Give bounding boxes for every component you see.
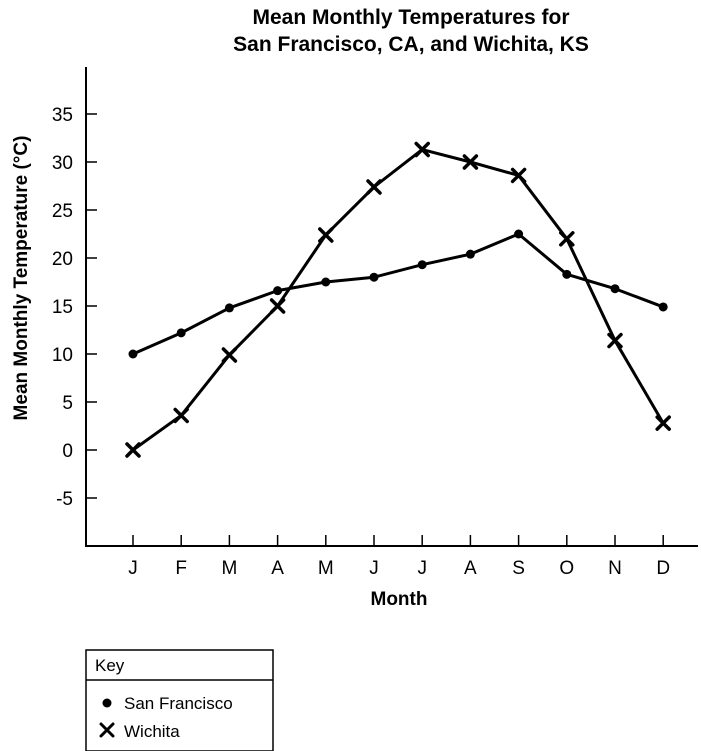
x-tick-label: J xyxy=(128,558,138,579)
x-tick-label: J xyxy=(369,558,379,579)
data-point-san-francisco xyxy=(658,302,668,312)
series-layer xyxy=(125,141,671,458)
series-wichita xyxy=(125,141,671,458)
data-point-wichita xyxy=(125,442,141,458)
x-tick-label: J xyxy=(417,558,427,579)
legend-entry-wichita: Wichita xyxy=(124,722,180,741)
y-tick-label: 25 xyxy=(52,201,73,222)
data-point-wichita xyxy=(173,407,189,424)
data-point-san-francisco xyxy=(562,269,572,279)
data-point-san-francisco xyxy=(128,349,138,359)
data-point-wichita xyxy=(510,167,527,184)
legend: Key San Francisco Wichita xyxy=(85,649,274,751)
chart-title: Mean Monthly Temperatures for San Franci… xyxy=(233,6,589,56)
x-tick-label: A xyxy=(464,558,477,579)
x-tick-label: S xyxy=(512,558,525,579)
y-tick-label: 10 xyxy=(52,345,73,366)
x-tick-label: F xyxy=(175,558,187,579)
y-tick-label: 0 xyxy=(62,441,73,462)
legend-x-icon xyxy=(99,722,115,738)
legend-title: Key xyxy=(95,656,125,675)
data-point-san-francisco xyxy=(273,286,283,296)
y-tick-label: 15 xyxy=(52,297,73,318)
chart-title-line-1: Mean Monthly Temperatures for xyxy=(253,6,570,29)
data-point-san-francisco xyxy=(610,284,620,294)
y-axis-ticks: 35 30 25 20 15 10 5 0 -5 xyxy=(52,105,97,510)
data-point-wichita xyxy=(366,179,382,195)
series-line-san-francisco xyxy=(132,232,664,356)
y-tick-label: 35 xyxy=(52,105,73,126)
series-line-wichita xyxy=(132,148,665,452)
x-tick-label: O xyxy=(559,558,574,579)
legend-entry-san-francisco: San Francisco xyxy=(124,694,233,713)
y-axis-title: Mean Monthly Temperature (°C) xyxy=(11,136,32,421)
legend-box xyxy=(85,649,274,751)
legend-dot-icon xyxy=(102,698,112,708)
data-point-wichita xyxy=(607,332,623,349)
data-point-wichita xyxy=(221,347,238,363)
data-point-san-francisco xyxy=(176,328,186,338)
y-tick-label: 20 xyxy=(52,249,73,270)
x-tick-label: M xyxy=(221,558,237,579)
data-point-san-francisco xyxy=(224,303,234,313)
x-tick-label: D xyxy=(656,558,670,579)
data-point-wichita xyxy=(559,231,575,247)
data-point-wichita xyxy=(655,415,671,431)
data-point-wichita xyxy=(269,298,286,314)
data-point-san-francisco xyxy=(465,249,475,259)
series-san-francisco xyxy=(128,229,668,359)
data-point-san-francisco xyxy=(514,229,524,239)
data-point-san-francisco xyxy=(369,272,379,282)
y-tick-label: 5 xyxy=(62,393,73,414)
x-tick-label: M xyxy=(318,558,334,579)
data-point-wichita xyxy=(318,227,334,243)
x-tick-label: A xyxy=(271,558,284,579)
data-point-san-francisco xyxy=(417,260,427,270)
y-tick-label: -5 xyxy=(56,489,73,510)
x-tick-label: N xyxy=(608,558,622,579)
data-point-wichita xyxy=(462,154,479,170)
y-tick-label: 30 xyxy=(52,153,73,174)
x-axis-title: Month xyxy=(371,589,428,610)
data-point-san-francisco xyxy=(321,277,331,287)
data-point-wichita xyxy=(414,141,430,158)
chart-title-line-2: San Francisco, CA, and Wichita, KS xyxy=(233,33,589,56)
